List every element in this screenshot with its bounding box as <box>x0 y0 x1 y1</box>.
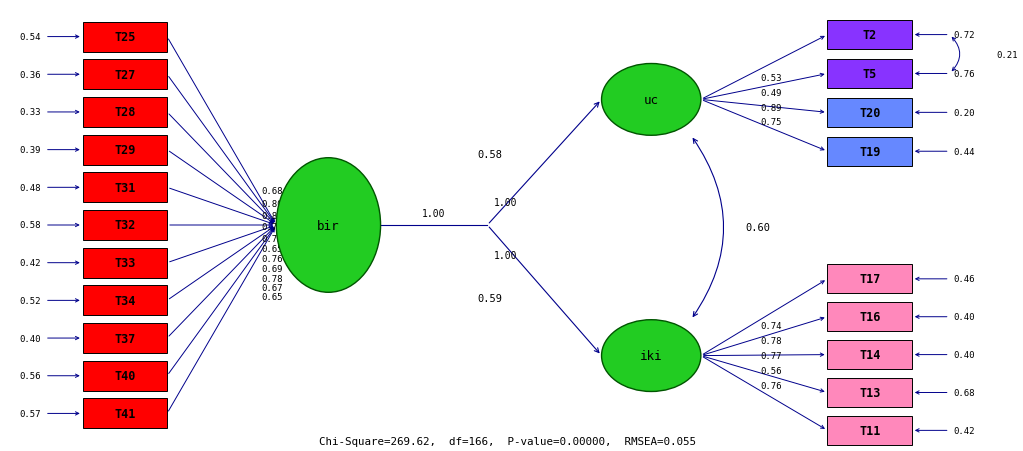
FancyBboxPatch shape <box>828 303 911 331</box>
FancyBboxPatch shape <box>83 173 167 203</box>
Text: T31: T31 <box>115 181 135 194</box>
Text: T2: T2 <box>862 29 877 42</box>
Ellipse shape <box>602 320 701 391</box>
Text: 0.65: 0.65 <box>261 245 282 254</box>
Text: 0.60: 0.60 <box>746 223 770 233</box>
Text: 0.36: 0.36 <box>19 71 41 79</box>
Text: 0.20: 0.20 <box>953 109 975 118</box>
Text: 0.78: 0.78 <box>261 223 282 232</box>
Text: T41: T41 <box>115 407 135 420</box>
Text: 0.89: 0.89 <box>760 104 782 113</box>
Text: T33: T33 <box>115 257 135 270</box>
FancyBboxPatch shape <box>828 416 911 445</box>
Text: 0.53: 0.53 <box>760 74 782 83</box>
Text: T16: T16 <box>859 311 881 323</box>
Text: 0.58: 0.58 <box>478 150 502 160</box>
Text: T32: T32 <box>115 219 135 232</box>
Ellipse shape <box>276 158 381 293</box>
Text: T17: T17 <box>859 273 881 285</box>
FancyBboxPatch shape <box>83 135 167 165</box>
Text: 0.76: 0.76 <box>760 381 782 390</box>
FancyBboxPatch shape <box>83 98 167 128</box>
Text: T29: T29 <box>115 144 135 157</box>
FancyBboxPatch shape <box>83 286 167 316</box>
Text: 0.44: 0.44 <box>953 147 975 156</box>
Text: 0.40: 0.40 <box>19 334 41 343</box>
Text: T11: T11 <box>859 424 881 437</box>
Text: T5: T5 <box>862 68 877 81</box>
Text: 1.00: 1.00 <box>494 198 518 207</box>
Text: 0.40: 0.40 <box>953 350 975 359</box>
Text: T25: T25 <box>115 31 135 44</box>
Text: T34: T34 <box>115 294 135 307</box>
FancyBboxPatch shape <box>828 378 911 407</box>
Text: 0.72: 0.72 <box>953 31 975 40</box>
Text: 0.76: 0.76 <box>953 70 975 79</box>
FancyBboxPatch shape <box>828 99 911 128</box>
Text: T37: T37 <box>115 332 135 345</box>
Text: 1.00: 1.00 <box>494 250 518 260</box>
FancyBboxPatch shape <box>828 341 911 369</box>
Text: 0.46: 0.46 <box>953 275 975 284</box>
Text: T13: T13 <box>859 386 881 399</box>
FancyBboxPatch shape <box>83 323 167 353</box>
Text: Chi-Square=269.62,  df=166,  P-value=0.00000,  RMSEA=0.055: Chi-Square=269.62, df=166, P-value=0.000… <box>319 437 696 446</box>
Text: 0.80: 0.80 <box>261 199 282 208</box>
FancyBboxPatch shape <box>828 60 911 89</box>
Text: 0.65: 0.65 <box>261 293 282 302</box>
Text: 0.54: 0.54 <box>19 33 41 42</box>
Text: 0.21: 0.21 <box>996 51 1018 60</box>
Text: 0.52: 0.52 <box>19 296 41 305</box>
Text: 0.78: 0.78 <box>760 336 782 345</box>
Text: 0.78: 0.78 <box>261 275 282 284</box>
Text: 0.42: 0.42 <box>953 426 975 435</box>
Text: 0.82: 0.82 <box>261 211 282 220</box>
Text: 0.75: 0.75 <box>760 118 782 127</box>
FancyBboxPatch shape <box>83 361 167 391</box>
Text: 0.40: 0.40 <box>953 313 975 322</box>
Text: 0.76: 0.76 <box>261 255 282 264</box>
Text: 0.56: 0.56 <box>760 366 782 375</box>
Text: 0.48: 0.48 <box>19 184 41 193</box>
Text: T19: T19 <box>859 145 881 158</box>
Text: T20: T20 <box>859 106 881 120</box>
FancyBboxPatch shape <box>83 399 167 428</box>
Text: T28: T28 <box>115 106 135 119</box>
Text: T14: T14 <box>859 348 881 361</box>
FancyBboxPatch shape <box>83 60 167 90</box>
FancyBboxPatch shape <box>828 21 911 50</box>
Text: 0.33: 0.33 <box>19 108 41 117</box>
Text: T27: T27 <box>115 69 135 82</box>
Text: 0.56: 0.56 <box>19 372 41 380</box>
Text: 0.68: 0.68 <box>953 388 975 397</box>
Text: 0.77: 0.77 <box>760 351 782 360</box>
Text: 0.59: 0.59 <box>478 294 502 304</box>
Text: 0.42: 0.42 <box>19 258 41 267</box>
Text: 0.69: 0.69 <box>261 265 282 274</box>
Text: 0.57: 0.57 <box>19 409 41 418</box>
Text: 1.00: 1.00 <box>422 208 446 219</box>
Ellipse shape <box>602 64 701 136</box>
Text: 0.72: 0.72 <box>261 235 282 244</box>
FancyBboxPatch shape <box>828 265 911 294</box>
Text: 0.68: 0.68 <box>261 186 282 195</box>
Text: uc: uc <box>643 94 659 106</box>
FancyBboxPatch shape <box>83 248 167 278</box>
Text: bir: bir <box>317 219 340 232</box>
FancyBboxPatch shape <box>828 138 911 166</box>
Text: 0.39: 0.39 <box>19 146 41 155</box>
FancyBboxPatch shape <box>83 211 167 240</box>
FancyBboxPatch shape <box>83 23 167 52</box>
Text: 0.49: 0.49 <box>760 89 782 98</box>
Text: 0.74: 0.74 <box>760 322 782 331</box>
Text: 0.67: 0.67 <box>261 284 282 293</box>
Text: iki: iki <box>640 350 663 362</box>
Text: T40: T40 <box>115 369 135 382</box>
Text: 0.58: 0.58 <box>19 221 41 230</box>
